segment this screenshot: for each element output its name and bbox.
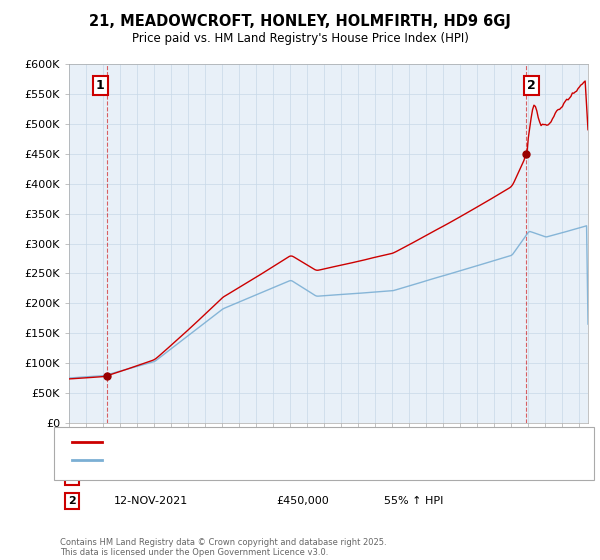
Text: 55% ↑ HPI: 55% ↑ HPI [384,496,443,506]
Text: 2: 2 [68,496,76,506]
Text: Price paid vs. HM Land Registry's House Price Index (HPI): Price paid vs. HM Land Registry's House … [131,32,469,45]
Text: HPI: Average price, detached house, Kirklees: HPI: Average price, detached house, Kirk… [111,455,346,465]
Text: £450,000: £450,000 [276,496,329,506]
Text: 12-NOV-2021: 12-NOV-2021 [114,496,188,506]
Text: 21, MEADOWCROFT, HONLEY, HOLMFIRTH, HD9 6GJ: 21, MEADOWCROFT, HONLEY, HOLMFIRTH, HD9 … [89,14,511,29]
Text: 21, MEADOWCROFT, HONLEY, HOLMFIRTH, HD9 6GJ (detached house): 21, MEADOWCROFT, HONLEY, HOLMFIRTH, HD9 … [111,437,475,447]
Text: 1: 1 [96,79,104,92]
Text: 27-MAR-1997: 27-MAR-1997 [114,472,189,482]
Text: 1: 1 [68,472,76,482]
Text: Contains HM Land Registry data © Crown copyright and database right 2025.
This d: Contains HM Land Registry data © Crown c… [60,538,386,557]
Text: 2: 2 [527,79,536,92]
Text: 3% ↑ HPI: 3% ↑ HPI [384,472,436,482]
Text: £78,950: £78,950 [276,472,322,482]
